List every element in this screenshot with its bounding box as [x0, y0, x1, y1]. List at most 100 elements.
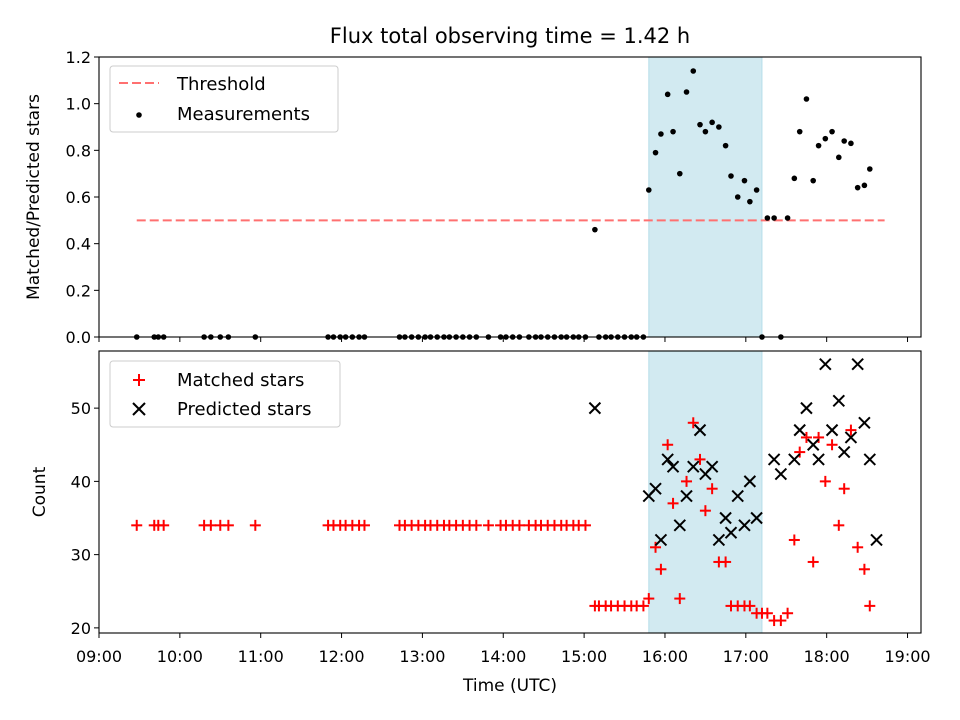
top-y-tick-label: 0.2: [66, 281, 91, 300]
measurement-point: [670, 128, 676, 135]
predicted-star-point: [649, 482, 662, 495]
x-tick-label: 09:00: [76, 647, 122, 666]
matched-star-point: [358, 519, 370, 531]
matched-star-point: [720, 556, 732, 568]
predicted-star-point: [731, 489, 744, 503]
matched-star-point: [131, 519, 143, 531]
matched-star-point: [579, 519, 591, 531]
predicted-star-point: [858, 416, 871, 429]
matched-star-point: [864, 600, 876, 612]
legend-matched-swatch: [133, 374, 145, 386]
predicted-star-point: [712, 533, 726, 547]
measurement-point: [683, 89, 690, 95]
bottom-x-axis-ticks: 09:00 10:00 11:00 12:00 13:00 14:00 15:00 16:00…: [76, 633, 931, 666]
predicted-star-point: [750, 511, 763, 525]
top-axes-frame: [98, 56, 922, 338]
top-x-axis-ticks: [98, 337, 909, 342]
x-tick-label: 18:00: [804, 647, 850, 666]
bottom-highlight-region: [648, 350, 763, 634]
measurement-point: [854, 184, 861, 191]
measurement-point: [791, 175, 798, 182]
bottom-y-tick-label: 40: [71, 472, 91, 491]
x-tick-label: 19:00: [884, 647, 930, 666]
bottom-y-axis-ticks: 20 30 40 50: [71, 399, 99, 638]
matched-star-points: [131, 417, 876, 627]
measurement-point: [841, 138, 847, 144]
predicted-star-point: [767, 453, 781, 466]
legend-measurements-label: Measurements: [177, 104, 310, 125]
matched-star-point: [761, 607, 773, 619]
measurement-point: [645, 187, 652, 193]
bottom-y-tick-label: 30: [71, 546, 91, 565]
predicted-star-point: [819, 357, 832, 371]
matched-star-point: [222, 519, 234, 531]
x-tick-label: 11:00: [238, 647, 284, 666]
matched-star-point: [807, 556, 819, 568]
bottom-legend: Matched stars Predicted stars: [109, 360, 341, 428]
matched-star-point: [205, 519, 217, 531]
predicted-star-point: [654, 533, 668, 547]
measurement-point: [803, 96, 810, 102]
matched-star-point: [694, 453, 706, 465]
measurement-point: [861, 182, 868, 189]
x-tick-label: 17:00: [723, 647, 769, 666]
top-legend: Threshold Measurements: [109, 65, 339, 133]
legend-matched-label: Matched stars: [177, 370, 304, 391]
predicted-star-point: [687, 460, 700, 473]
predicted-star-point: [806, 438, 820, 451]
top-y-tick-label: 1.2: [66, 48, 91, 67]
measurement-point: [822, 135, 829, 142]
measurement-point: [753, 187, 760, 193]
matched-star-point: [667, 497, 679, 509]
matched-star-point: [681, 475, 693, 487]
matched-star-point: [788, 534, 800, 546]
matched-star-point: [782, 607, 794, 619]
matched-star-point: [794, 446, 806, 458]
predicted-star-point: [743, 475, 757, 488]
x-tick-label: 10:00: [157, 647, 203, 666]
matched-star-point: [838, 483, 850, 495]
matched-star-point: [775, 615, 787, 627]
x-tick-label: 15:00: [561, 647, 607, 666]
matched-star-point: [833, 519, 845, 531]
measurement-point: [709, 119, 715, 126]
predicted-star-point: [870, 533, 883, 547]
measurement-point: [771, 215, 777, 221]
measurement-point: [815, 142, 822, 149]
matched-star-point: [852, 541, 864, 553]
bottom-y-tick-label: 50: [71, 399, 91, 418]
top-y-tick-label: 1.0: [66, 95, 91, 114]
measurement-point: [722, 142, 729, 149]
top-y-axis-label: Matched/Predicted stars: [24, 94, 44, 300]
measurement-point: [664, 91, 671, 98]
predicted-star-point: [832, 394, 846, 408]
predicted-star-point: [800, 401, 813, 415]
bottom-y-axis-label: Count: [30, 466, 50, 517]
matched-star-point: [650, 541, 662, 553]
predicted-star-point: [774, 467, 788, 481]
measurement-point: [734, 194, 741, 200]
predicted-star-points: [588, 357, 883, 547]
bottom-y-tick-label: 20: [71, 619, 91, 638]
top-legend-box: [109, 65, 339, 133]
legend-predicted-label: Predicted stars: [177, 399, 311, 420]
measurement-point: [829, 128, 835, 135]
matched-star-point: [826, 439, 838, 451]
predicted-star-point: [837, 445, 851, 459]
bottom-panel: 20 30 40 50 09:00 10:00 11:00 12:00 13:00 14:00 1…: [30, 350, 931, 696]
measurement-point: [676, 170, 683, 177]
measurement-point: [716, 124, 722, 130]
top-y-tick-label: 0.4: [66, 235, 91, 254]
measurement-point: [764, 215, 771, 221]
measurement-point: [652, 149, 659, 156]
matched-star-point: [158, 519, 170, 531]
measurement-point: [810, 177, 816, 184]
chart-title: Flux total observing time = 1.42 h: [330, 24, 690, 48]
predicted-star-point: [724, 526, 738, 539]
measurement-point: [728, 173, 734, 179]
matched-star-point: [800, 431, 812, 443]
bottom-axes-frame: [98, 350, 922, 634]
predicted-star-point: [825, 423, 839, 437]
measurement-point: [658, 131, 664, 137]
